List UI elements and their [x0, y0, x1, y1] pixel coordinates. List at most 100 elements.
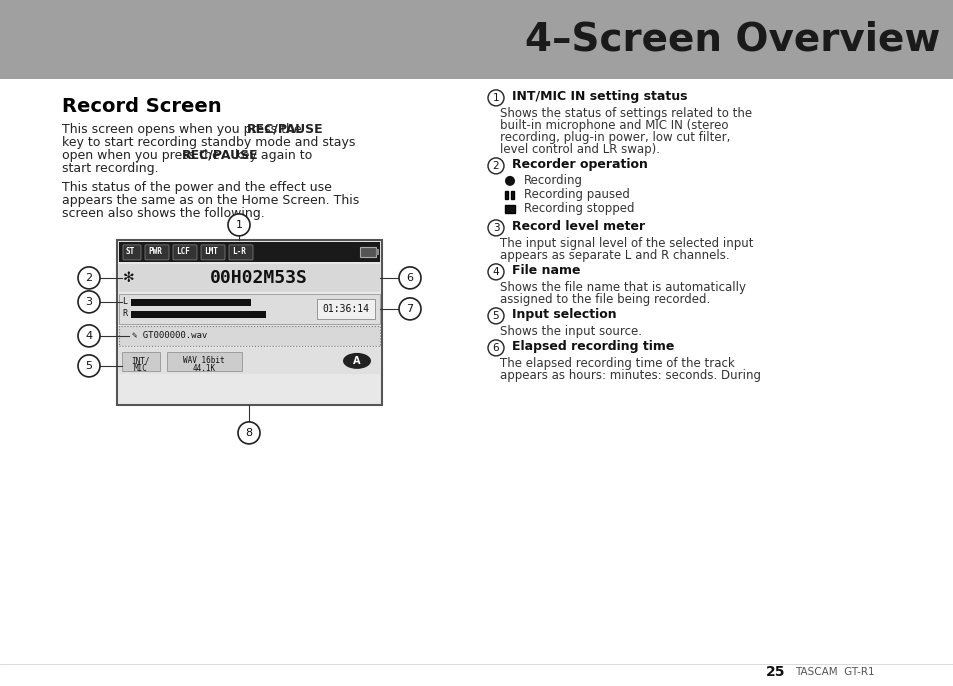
FancyBboxPatch shape: [359, 247, 375, 257]
Text: 3: 3: [492, 223, 498, 233]
Circle shape: [504, 176, 515, 186]
FancyBboxPatch shape: [131, 299, 251, 306]
Text: 6: 6: [406, 273, 413, 283]
Text: This screen opens when you press the: This screen opens when you press the: [62, 123, 305, 136]
Circle shape: [488, 158, 503, 174]
Text: MIC: MIC: [134, 364, 148, 373]
Circle shape: [78, 267, 100, 289]
Text: R: R: [122, 309, 128, 318]
FancyBboxPatch shape: [167, 352, 242, 371]
Text: assigned to the file being recorded.: assigned to the file being recorded.: [499, 293, 709, 306]
Text: 44.1K: 44.1K: [193, 364, 215, 373]
Text: PWR: PWR: [148, 248, 162, 257]
Text: Record Screen: Record Screen: [62, 97, 221, 116]
FancyBboxPatch shape: [119, 348, 379, 374]
Text: 3: 3: [86, 297, 92, 307]
Text: screen also shows the following.: screen also shows the following.: [62, 207, 265, 220]
Text: ✎ GT000000.wav: ✎ GT000000.wav: [132, 331, 207, 340]
Text: 25: 25: [764, 665, 784, 679]
Circle shape: [398, 267, 420, 289]
Text: The input signal level of the selected input: The input signal level of the selected i…: [499, 237, 753, 250]
Text: File name: File name: [512, 264, 579, 277]
Text: 7: 7: [406, 304, 414, 314]
Text: Shows the status of settings related to the: Shows the status of settings related to …: [499, 107, 751, 120]
Text: appears as hours: minutes: seconds. During: appears as hours: minutes: seconds. Duri…: [499, 369, 760, 382]
Text: Shows the input source.: Shows the input source.: [499, 325, 641, 338]
Circle shape: [398, 298, 420, 320]
Circle shape: [78, 325, 100, 347]
Text: Recording stopped: Recording stopped: [523, 202, 634, 215]
FancyBboxPatch shape: [119, 294, 379, 324]
Text: WAV 16bit: WAV 16bit: [183, 357, 225, 366]
FancyBboxPatch shape: [145, 245, 169, 260]
FancyBboxPatch shape: [119, 326, 379, 346]
Text: 01:36:14: 01:36:14: [322, 304, 369, 314]
Text: INT/MIC IN setting status: INT/MIC IN setting status: [512, 91, 687, 104]
Text: REC/PAUSE: REC/PAUSE: [182, 149, 258, 162]
Text: Recording paused: Recording paused: [523, 189, 629, 202]
Text: The elapsed recording time of the track: The elapsed recording time of the track: [499, 357, 734, 370]
Text: open when you press the: open when you press the: [62, 149, 224, 162]
Text: 2: 2: [492, 161, 498, 171]
Text: level control and LR swap).: level control and LR swap).: [499, 143, 659, 156]
FancyBboxPatch shape: [117, 240, 381, 405]
Text: Elapsed recording time: Elapsed recording time: [512, 340, 674, 353]
FancyBboxPatch shape: [122, 352, 160, 371]
FancyBboxPatch shape: [375, 249, 378, 255]
FancyBboxPatch shape: [229, 245, 253, 260]
Circle shape: [237, 422, 260, 444]
Text: Shows the file name that is automatically: Shows the file name that is automaticall…: [499, 281, 745, 294]
Circle shape: [488, 308, 503, 324]
Text: key to start recording standby mode and stays: key to start recording standby mode and …: [62, 136, 355, 149]
Text: Input selection: Input selection: [512, 309, 616, 321]
Ellipse shape: [343, 353, 371, 369]
Text: appears the same as on the Home Screen. This: appears the same as on the Home Screen. …: [62, 194, 359, 207]
Circle shape: [228, 214, 250, 236]
Circle shape: [488, 90, 503, 106]
FancyBboxPatch shape: [504, 191, 507, 199]
FancyBboxPatch shape: [504, 205, 515, 213]
Text: 00H02M53S: 00H02M53S: [210, 269, 308, 287]
Text: 4: 4: [492, 267, 498, 277]
Text: ST: ST: [126, 248, 135, 257]
Text: appears as separate L and R channels.: appears as separate L and R channels.: [499, 249, 729, 262]
Text: L: L: [122, 298, 128, 307]
Text: 6: 6: [492, 343, 498, 353]
FancyBboxPatch shape: [119, 264, 379, 292]
Text: L-R: L-R: [232, 248, 246, 257]
Text: LCF: LCF: [175, 248, 190, 257]
FancyBboxPatch shape: [0, 0, 953, 79]
Text: 5: 5: [86, 361, 92, 371]
Text: 5: 5: [492, 311, 498, 321]
FancyBboxPatch shape: [511, 191, 514, 199]
Text: This status of the power and the effect use: This status of the power and the effect …: [62, 181, 332, 194]
Text: 2: 2: [86, 273, 92, 283]
Text: 4: 4: [86, 331, 92, 341]
Circle shape: [488, 220, 503, 236]
Text: 1: 1: [235, 220, 242, 230]
FancyBboxPatch shape: [131, 311, 266, 318]
Text: ✻: ✻: [123, 271, 134, 285]
Text: built-in microphone and MIC IN (stereo: built-in microphone and MIC IN (stereo: [499, 119, 728, 132]
Text: 1: 1: [492, 93, 498, 103]
FancyBboxPatch shape: [172, 245, 196, 260]
Text: LMT: LMT: [204, 248, 217, 257]
Text: TASCAM  GT-R1: TASCAM GT-R1: [794, 667, 874, 677]
FancyBboxPatch shape: [123, 245, 141, 260]
Circle shape: [488, 340, 503, 356]
Text: key again to: key again to: [232, 149, 313, 162]
Text: INT/: INT/: [132, 357, 150, 366]
Text: A: A: [353, 356, 360, 366]
Text: Recording: Recording: [523, 174, 582, 187]
Circle shape: [488, 264, 503, 280]
Circle shape: [78, 355, 100, 377]
Text: REC/PAUSE: REC/PAUSE: [247, 123, 323, 136]
FancyBboxPatch shape: [316, 299, 375, 319]
Text: Record level meter: Record level meter: [512, 220, 644, 233]
Text: recording, plug-in power, low cut filter,: recording, plug-in power, low cut filter…: [499, 131, 730, 144]
FancyBboxPatch shape: [119, 242, 379, 262]
Circle shape: [78, 291, 100, 313]
FancyBboxPatch shape: [201, 245, 225, 260]
Text: Recorder operation: Recorder operation: [512, 158, 647, 172]
Text: 8: 8: [245, 428, 253, 438]
